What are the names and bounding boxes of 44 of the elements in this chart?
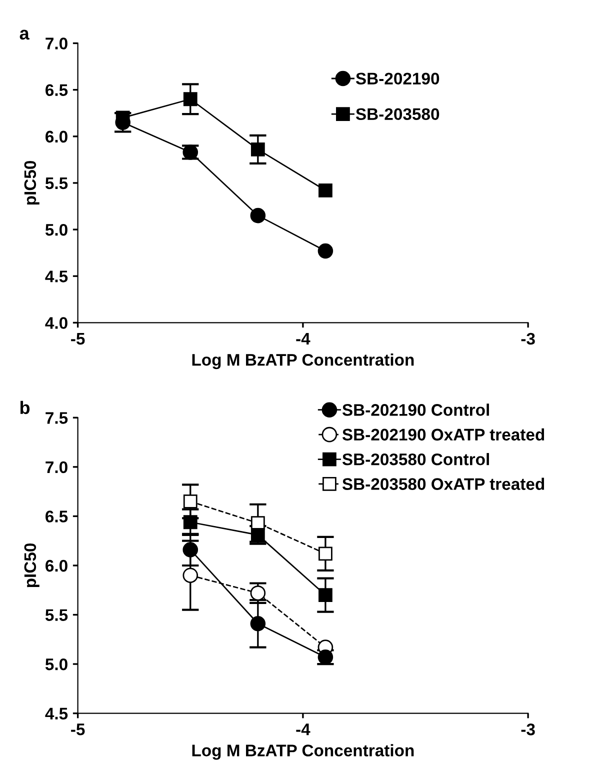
y-axis-title: pIC50 xyxy=(24,160,40,205)
point xyxy=(182,568,198,583)
y-tick-label: 5.5 xyxy=(45,178,68,190)
point xyxy=(318,243,334,259)
legend-label: SB-203580 xyxy=(356,108,440,120)
x-axis-title: Log M BzATP Concentration xyxy=(192,354,414,370)
point xyxy=(250,142,265,156)
point xyxy=(182,542,198,558)
point xyxy=(183,515,198,530)
point xyxy=(250,208,266,224)
y-tick-label: 5.5 xyxy=(45,609,68,621)
y-tick-label: 7.5 xyxy=(46,412,68,424)
legend-label: SB-203580 OxATP treated xyxy=(342,478,544,490)
text: b xyxy=(20,400,30,414)
text: a xyxy=(20,30,30,40)
point xyxy=(250,616,266,632)
y-tick-label: 7.0 xyxy=(46,461,68,474)
y-tick-label: 6.5 xyxy=(46,510,68,522)
legend-label: SB-203580 Control xyxy=(342,453,489,466)
point xyxy=(318,183,332,198)
point xyxy=(318,588,332,602)
legend-label: SB-202190 Control xyxy=(342,404,489,416)
y-tick-label: 4.5 xyxy=(45,270,68,282)
y-tick-label: 5.0 xyxy=(45,658,68,670)
legend-label: SB-202190 xyxy=(356,72,440,84)
y-tick-label: 4.5 xyxy=(45,708,68,720)
x-tick-label: -5 xyxy=(71,724,85,736)
y-tick-label: 7.0 xyxy=(46,38,68,50)
y-tick-label: 6.0 xyxy=(46,560,68,572)
y-tick-label: 6.5 xyxy=(46,84,68,96)
legend-label: SB-202190 OxATP treated xyxy=(342,428,544,441)
x-tick-label: -3 xyxy=(521,332,535,345)
y-tick-label: 6.0 xyxy=(46,130,68,143)
y-tick-label: 4.0 xyxy=(45,317,68,329)
x-tick-label: -4 xyxy=(296,333,310,344)
point xyxy=(318,546,332,561)
x-tick-label: -3 xyxy=(521,723,535,736)
x-tick-label: -4 xyxy=(296,724,310,736)
x-tick-label: -5 xyxy=(71,333,85,345)
x-axis-title: Log M BzATP Concentration xyxy=(192,744,414,760)
point xyxy=(183,92,198,106)
point xyxy=(183,494,198,508)
y-tick-label: 5.0 xyxy=(45,224,68,236)
y-axis-title: pIC50 xyxy=(24,543,40,588)
